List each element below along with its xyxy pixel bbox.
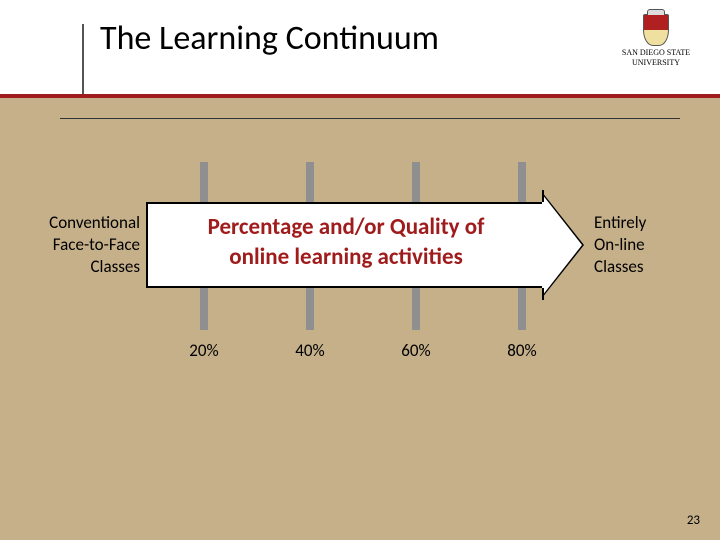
slide-title: The Learning Continuum	[100, 18, 439, 59]
logo-text-line2: UNIVERSITY	[616, 58, 696, 68]
left-endpoint-label: Conventional Face-to-Face Classes	[30, 212, 140, 278]
arrow-text-line2: online learning activities	[229, 243, 463, 271]
title-vertical-rule	[82, 24, 84, 94]
right-label-line1: Entirely	[594, 212, 646, 233]
arrow-head-fill	[542, 194, 582, 296]
left-label-line2: Face-to-Face	[53, 234, 140, 255]
left-label-line3: Classes	[90, 256, 140, 277]
university-logo: SAN DIEGO STATE UNIVERSITY	[616, 14, 696, 68]
logo-text-line1: SAN DIEGO STATE	[616, 48, 696, 58]
tick-label-60: 60%	[401, 340, 430, 361]
tick-label-80: 80%	[507, 340, 536, 361]
red-divider	[0, 94, 720, 98]
arrow-notch-top	[542, 190, 544, 202]
right-label-line3: Classes	[594, 256, 644, 277]
right-label-line2: On-line	[594, 234, 645, 255]
arrow-notch-bottom	[542, 288, 544, 300]
arrow-text: Percentage and/or Quality of online lear…	[154, 212, 538, 272]
left-label-line1: Conventional	[49, 212, 140, 233]
page-number: 23	[687, 513, 700, 528]
right-endpoint-label: Entirely On-line Classes	[594, 212, 694, 278]
continuum-arrow: Percentage and/or Quality of online lear…	[146, 202, 586, 288]
slide: The Learning Continuum SAN DIEGO STATE U…	[0, 0, 720, 540]
arrow-text-line1: Percentage and/or Quality of	[208, 213, 485, 241]
tick-label-20: 20%	[189, 340, 218, 361]
shield-icon	[643, 14, 669, 46]
thin-underline	[60, 118, 680, 119]
tick-label-40: 40%	[295, 340, 324, 361]
